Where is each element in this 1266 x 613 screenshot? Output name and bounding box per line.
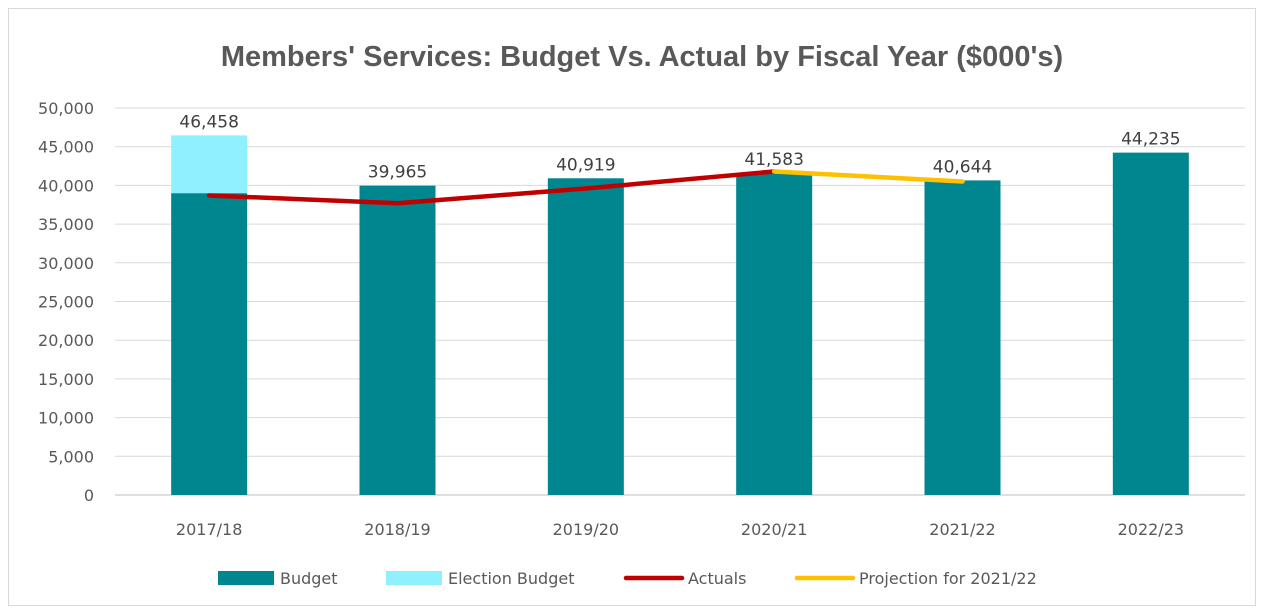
y-tick-label: 40,000 [38,176,94,195]
legend-swatch [386,571,442,585]
actuals-line [206,169,777,206]
data-labels: 46,458 39,965 40,919 41,583 40,644 44,235 [179,112,1180,182]
projection-line [771,169,965,184]
x-tick-label: 2018/19 [364,520,430,539]
y-tick-label: 35,000 [38,215,94,234]
legend: Budget Election Budget Actuals Projection f… [218,569,1037,588]
x-tick-label: 2020/21 [741,520,807,539]
legend-label: Actuals [688,569,746,588]
legend-label: Budget [280,569,338,588]
x-axis: 2017/18 2018/19 2019/20 2020/21 2021/22 2022/… [176,520,1184,539]
budget-bar [924,180,1001,495]
x-tick-label: 2017/18 [176,520,242,539]
budget-bar [547,178,624,496]
x-tick-label: 2022/23 [1118,520,1184,539]
gridlines [115,107,1245,496]
chart-title: Members' Services: Budget Vs. Actual by … [221,41,1063,73]
legend-swatch [218,571,274,585]
y-tick-label: 0 [84,486,94,505]
data-label: 44,235 [1121,130,1180,150]
y-tick-label: 50,000 [38,99,94,118]
data-label: 40,644 [933,157,992,177]
data-label: 41,583 [744,150,803,170]
x-tick-label: 2021/22 [929,520,995,539]
y-tick-label: 20,000 [38,331,94,350]
legend-label: Projection for 2021/22 [859,569,1037,588]
legend-label: Election Budget [448,569,574,588]
y-tick-label: 25,000 [38,293,94,312]
y-tick-label: 5,000 [48,447,94,466]
data-label: 46,458 [179,112,238,132]
budget-bar [171,193,248,495]
election-budget-bar [171,135,248,194]
y-tick-label: 15,000 [38,370,94,389]
y-tick-label: 30,000 [38,254,94,273]
budget-bar [1112,152,1189,495]
series-lines [206,169,965,206]
data-label: 40,919 [556,155,615,175]
budget-bar [736,173,813,495]
x-tick-label: 2019/20 [553,520,619,539]
y-axis: 0 5,000 10,000 15,000 20,000 25,000 30,000 35,0… [38,99,94,505]
data-label: 39,965 [368,163,427,183]
budget-bar [359,185,436,495]
y-tick-label: 10,000 [38,409,94,428]
y-tick-label: 45,000 [38,138,94,157]
bars [171,135,1189,496]
